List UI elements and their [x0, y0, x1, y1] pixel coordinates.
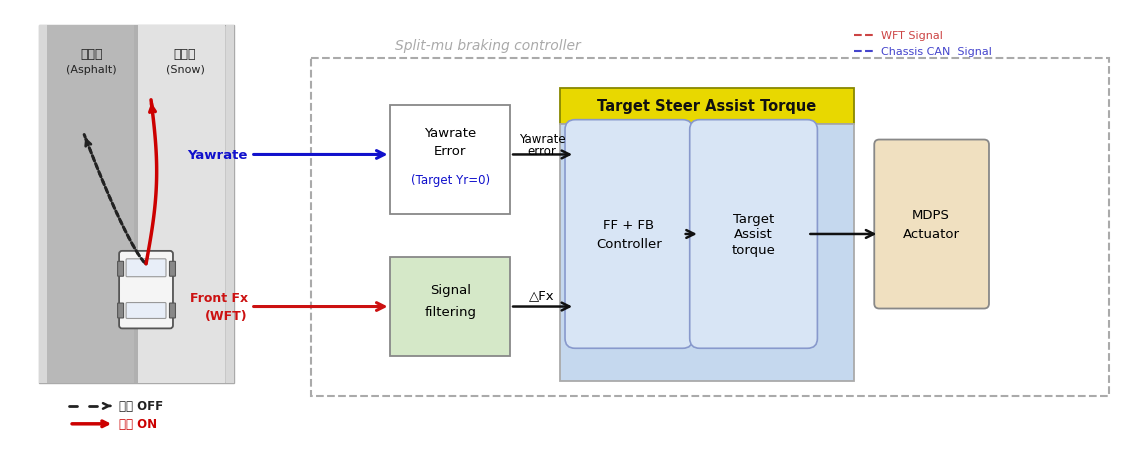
Text: (WFT): (WFT) — [205, 309, 248, 322]
Text: 저마찰: 저마찰 — [174, 47, 197, 61]
Text: FF + FB: FF + FB — [604, 218, 655, 231]
Text: Actuator: Actuator — [903, 228, 960, 241]
FancyBboxPatch shape — [39, 26, 47, 383]
FancyBboxPatch shape — [134, 26, 138, 383]
FancyBboxPatch shape — [169, 303, 176, 318]
Text: torque: torque — [732, 244, 775, 257]
Text: Yawrate: Yawrate — [519, 133, 566, 146]
Text: WFT Signal: WFT Signal — [881, 31, 943, 41]
Text: Target: Target — [733, 212, 774, 225]
FancyBboxPatch shape — [119, 252, 173, 329]
Text: Chassis CAN  Signal: Chassis CAN Signal — [881, 47, 992, 57]
FancyBboxPatch shape — [391, 257, 510, 357]
FancyBboxPatch shape — [126, 259, 166, 277]
FancyBboxPatch shape — [565, 120, 693, 348]
FancyBboxPatch shape — [39, 26, 234, 383]
FancyBboxPatch shape — [560, 89, 854, 124]
Text: error: error — [528, 145, 557, 157]
Text: MDPS: MDPS — [912, 208, 950, 221]
FancyBboxPatch shape — [118, 303, 123, 318]
Text: Target Steer Assist Torque: Target Steer Assist Torque — [597, 99, 816, 114]
Text: Error: Error — [434, 145, 466, 157]
Text: 고마찰: 고마찰 — [80, 47, 103, 61]
Text: 제어 ON: 제어 ON — [119, 417, 158, 431]
FancyBboxPatch shape — [118, 262, 123, 277]
FancyBboxPatch shape — [47, 26, 136, 383]
Text: (Snow): (Snow) — [166, 65, 205, 75]
Text: Controller: Controller — [596, 238, 662, 251]
FancyBboxPatch shape — [126, 303, 166, 319]
FancyBboxPatch shape — [391, 106, 510, 215]
Text: Yawrate: Yawrate — [187, 149, 248, 162]
Text: Front Fx: Front Fx — [190, 291, 248, 304]
Text: Assist: Assist — [734, 228, 773, 241]
Text: filtering: filtering — [424, 305, 477, 318]
FancyBboxPatch shape — [874, 140, 989, 309]
Text: (Asphalt): (Asphalt) — [66, 65, 117, 75]
Text: △Fx: △Fx — [529, 288, 554, 302]
Text: 제어 OFF: 제어 OFF — [119, 399, 163, 413]
Text: Yawrate: Yawrate — [424, 127, 477, 140]
FancyBboxPatch shape — [560, 124, 854, 381]
Text: Split-mu braking controller: Split-mu braking controller — [395, 39, 581, 53]
Text: (Target Yr=0): (Target Yr=0) — [410, 174, 490, 186]
FancyBboxPatch shape — [689, 120, 817, 348]
FancyBboxPatch shape — [169, 262, 176, 277]
Text: Signal: Signal — [430, 284, 471, 297]
FancyBboxPatch shape — [136, 26, 225, 383]
FancyBboxPatch shape — [226, 26, 234, 383]
